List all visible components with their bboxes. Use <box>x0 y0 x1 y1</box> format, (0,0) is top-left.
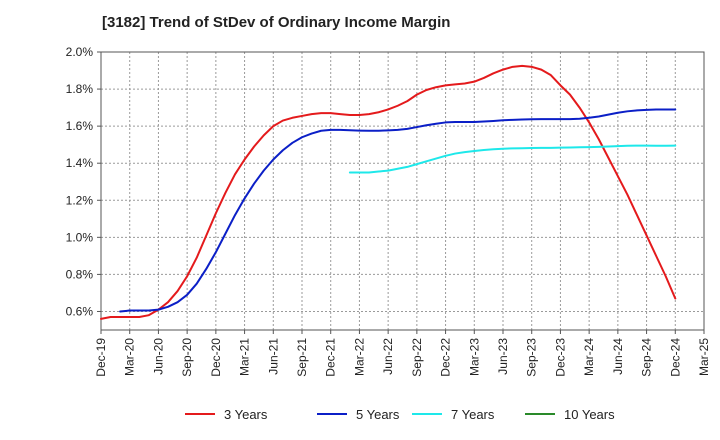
y-tick-label: 1.8% <box>66 82 94 96</box>
y-tick-label: 1.4% <box>66 156 94 170</box>
x-tick-label: Mar-20 <box>123 338 137 376</box>
x-tick-label: Dec-23 <box>553 338 567 377</box>
y-tick-label: 2.0% <box>66 45 94 59</box>
y-tick-label: 1.2% <box>66 193 94 207</box>
x-tick-label: Sep-24 <box>640 338 654 377</box>
legend-label: 5 Years <box>356 407 400 422</box>
series-lines <box>100 64 677 320</box>
x-tick-label: Dec-19 <box>94 338 108 377</box>
plot-area-border <box>100 51 705 331</box>
legend-label: 10 Years <box>564 407 615 422</box>
x-tick-label: Dec-20 <box>209 338 223 377</box>
x-tick-label: Sep-21 <box>295 338 309 377</box>
x-tick-label: Jun-21 <box>266 338 280 375</box>
x-tick-label: Sep-22 <box>410 338 424 377</box>
series-line-5-years <box>119 108 677 313</box>
x-tick-label: Dec-21 <box>324 338 338 377</box>
x-tick-label: Jun-20 <box>151 338 165 375</box>
x-tick-label: Mar-25 <box>697 338 711 376</box>
y-tick-label: 0.6% <box>66 304 94 318</box>
legend-label: 7 Years <box>451 407 495 422</box>
y-tick-label: 0.8% <box>66 267 94 281</box>
y-tick-label: 1.0% <box>66 230 94 244</box>
legend: 3 Years 5 Years 7 Years 10 Years <box>185 407 615 422</box>
y-tick-label: 1.6% <box>66 119 94 133</box>
legend-label: 3 Years <box>224 407 268 422</box>
series-line-3-years <box>100 64 677 320</box>
x-tick-label: Mar-21 <box>238 338 252 376</box>
x-tick-label: Jun-23 <box>496 338 510 375</box>
x-tick-label: Sep-23 <box>525 338 539 377</box>
chart-title: [3182] Trend of StDev of Ordinary Income… <box>102 14 451 31</box>
x-tick-label: Mar-22 <box>352 338 366 376</box>
x-tick-label: Dec-22 <box>439 338 453 377</box>
series-line-7-years <box>348 144 677 174</box>
x-tick-label: Jun-22 <box>381 338 395 375</box>
x-tick-label: Dec-24 <box>668 338 682 377</box>
y-axis-ticks: 0.6% 0.8% 1.0% 1.2% 1.4% 1.6% 1.8% 2.0% <box>66 45 101 318</box>
x-tick-label: Jun-24 <box>611 338 625 375</box>
x-tick-label: Mar-23 <box>467 338 481 376</box>
x-tick-label: Mar-24 <box>582 338 596 376</box>
x-tick-label: Sep-20 <box>180 338 194 377</box>
x-axis-ticks: Dec-19 Mar-20 Jun-20 Sep-20 Dec-20 Mar-21 Jun-… <box>94 330 711 377</box>
